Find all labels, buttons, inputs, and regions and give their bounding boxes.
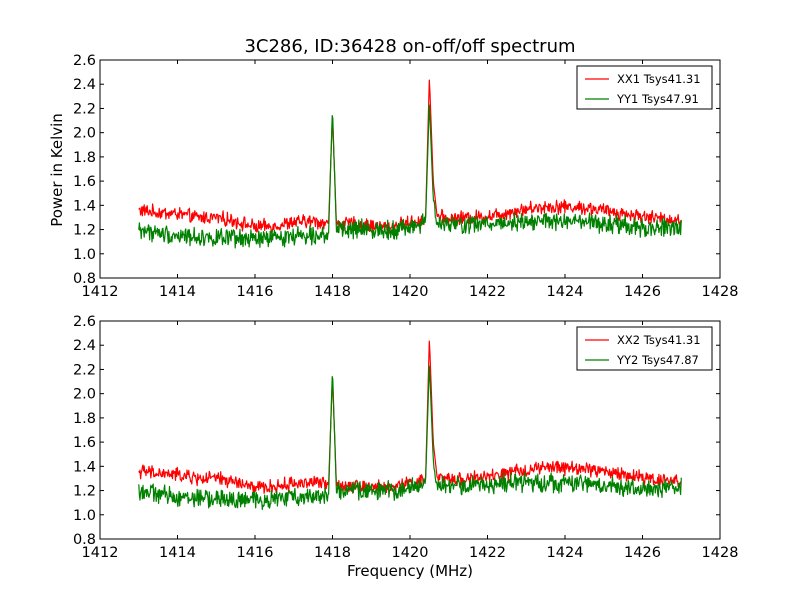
x-tick-label: 1420 xyxy=(392,284,429,300)
x-tick-label: 1416 xyxy=(237,545,274,561)
y-tick-label: 2.6 xyxy=(73,53,96,69)
x-tick-label: 1418 xyxy=(314,284,351,300)
series-line-xx xyxy=(138,340,682,495)
legend-entry: XX2 Tsys41.31 xyxy=(617,333,701,347)
y-tick-label: 2.4 xyxy=(73,77,96,93)
y-tick-label: 1.4 xyxy=(73,459,96,475)
y-tick-label: 1.4 xyxy=(73,198,96,214)
y-tick-label: 1.2 xyxy=(73,223,96,239)
legend-entry: YY2 Tsys47.87 xyxy=(616,353,699,367)
spectrum-panel-bottom: 1412 1414 1416 1418 1420 1422 1424 1426 1428 0.8 1… xyxy=(73,314,739,561)
x-tick-label: 1428 xyxy=(702,284,739,300)
x-tick-label: 1414 xyxy=(159,545,196,561)
y-tick-label: 1.8 xyxy=(73,411,96,427)
series-line-yy xyxy=(138,104,682,249)
legend-box xyxy=(576,326,713,371)
x-tick-label: 1412 xyxy=(82,284,119,300)
x-tick-label: 1428 xyxy=(702,545,739,561)
y-tick-label: 1.6 xyxy=(73,174,96,190)
x-tick-label: 1424 xyxy=(547,284,584,300)
spectrum-panel-top: 1412 1414 1416 1418 1420 1422 1424 1426 1428 0.8 1… xyxy=(73,53,739,300)
x-tick-label: 1420 xyxy=(392,545,429,561)
y-tick-label: 1.0 xyxy=(73,247,96,263)
x-tick-label: 1426 xyxy=(624,545,661,561)
series-line-yy xyxy=(138,365,682,510)
legend-box xyxy=(576,65,713,110)
chart-title: 3C286, ID:36428 on-off/off spectrum xyxy=(244,36,575,57)
y-tick-label: 2.0 xyxy=(73,387,96,403)
x-tick-label: 1426 xyxy=(624,284,661,300)
y-tick-label: 1.8 xyxy=(73,150,96,166)
x-tick-label: 1416 xyxy=(237,284,274,300)
x-tick-label: 1422 xyxy=(469,545,506,561)
y-axis-label: Power in Kelvin xyxy=(48,113,66,227)
y-tick-label: 0.8 xyxy=(73,532,96,548)
legend-entry: YY1 Tsys47.91 xyxy=(616,92,699,106)
y-tick-label: 2.2 xyxy=(73,362,96,378)
x-tick-label: 1422 xyxy=(469,284,506,300)
x-tick-label: 1424 xyxy=(547,545,584,561)
y-tick-label: 2.4 xyxy=(73,338,96,354)
y-tick-label: 0.8 xyxy=(73,271,96,287)
series-line-xx xyxy=(138,79,682,234)
y-tick-label: 1.2 xyxy=(73,484,96,500)
x-tick-label: 1414 xyxy=(159,284,196,300)
y-tick-label: 2.2 xyxy=(73,101,96,117)
y-tick-label: 1.6 xyxy=(73,435,96,451)
legend: XX2 Tsys41.31 YY2 Tsys47.87 xyxy=(576,326,713,371)
y-tick-label: 2.6 xyxy=(73,314,96,330)
legend: XX1 Tsys41.31 YY1 Tsys47.91 xyxy=(576,65,713,110)
y-tick-label: 2.0 xyxy=(73,126,96,142)
legend-entry: XX1 Tsys41.31 xyxy=(617,72,701,86)
x-tick-label: 1412 xyxy=(82,545,119,561)
y-tick-label: 1.0 xyxy=(73,508,96,524)
x-tick-label: 1418 xyxy=(314,545,351,561)
x-axis-label: Frequency (MHz) xyxy=(347,562,473,580)
